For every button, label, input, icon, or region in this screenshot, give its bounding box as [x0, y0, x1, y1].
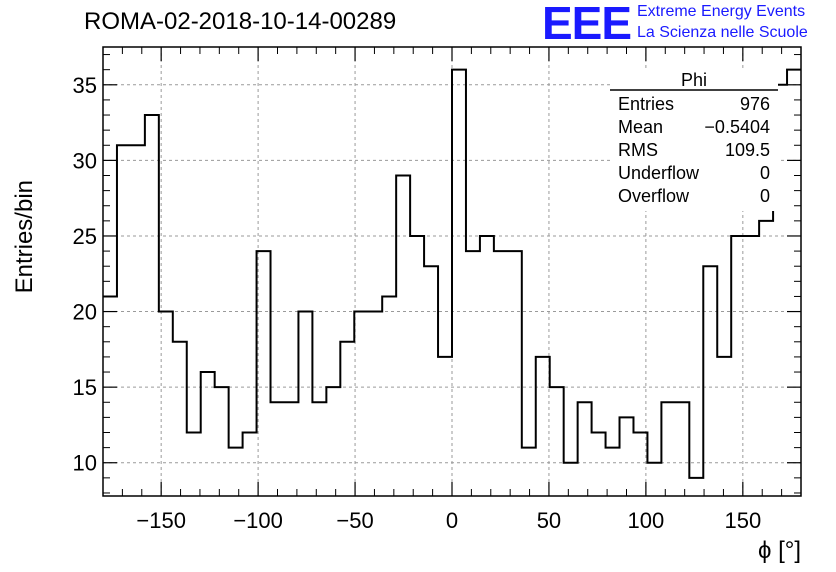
x-tick-label: −50: [336, 508, 373, 533]
logo-subtitle-line2: La Scienza nelle Scuole: [637, 24, 808, 41]
stats-rows: Entries 976 Mean −0.5404 RMS 109.5 Underflow 0 O…: [618, 94, 770, 206]
stats-value: 109.5: [725, 140, 770, 160]
stats-box-bg: [610, 68, 778, 211]
stats-value: 0: [760, 163, 770, 183]
x-tick-label: 50: [537, 508, 561, 533]
y-tick-label: 35: [73, 73, 97, 98]
y-axis-label: Entries/bin: [11, 180, 38, 293]
x-tick-label: 0: [446, 508, 458, 533]
x-tick-labels: −150 −100 −50 0 50 100 150: [136, 508, 761, 533]
stats-label: Mean: [618, 117, 663, 137]
histogram-title: ROMA-02-2018-10-14-00289: [84, 8, 397, 35]
y-tick-label: 25: [73, 224, 97, 249]
y-tick-labels: 10 15 20 25 30 35: [73, 73, 97, 476]
stats-box-title: Phi: [681, 70, 707, 90]
y-tick-label: 30: [73, 148, 97, 173]
x-tick-label: 100: [628, 508, 665, 533]
stats-value: −0.5404: [704, 117, 770, 137]
eee-logo: EEE: [542, 0, 632, 49]
y-tick-label: 10: [73, 451, 97, 476]
y-tick-label: 20: [73, 300, 97, 325]
histogram-line: [103, 68, 801, 479]
x-tick-label: −150: [136, 508, 186, 533]
stats-label: Overflow: [618, 186, 690, 206]
stats-box: Phi Entries 976 Mean −0.5404 RMS 109.5 Underfl…: [610, 68, 778, 211]
x-tick-label: 150: [724, 508, 761, 533]
logo-subtitle-line1: Extreme Energy Events: [637, 3, 806, 20]
stats-value: 976: [740, 94, 770, 114]
stats-label: Entries: [618, 94, 674, 114]
x-tick-label: −100: [233, 508, 283, 533]
stats-value: 0: [760, 186, 770, 206]
y-tick-label: 15: [73, 375, 97, 400]
x-axis-label: ϕ [°]: [758, 537, 801, 564]
axis-ticks: [103, 47, 802, 496]
stats-label: RMS: [618, 140, 658, 160]
stats-label: Underflow: [618, 163, 700, 183]
